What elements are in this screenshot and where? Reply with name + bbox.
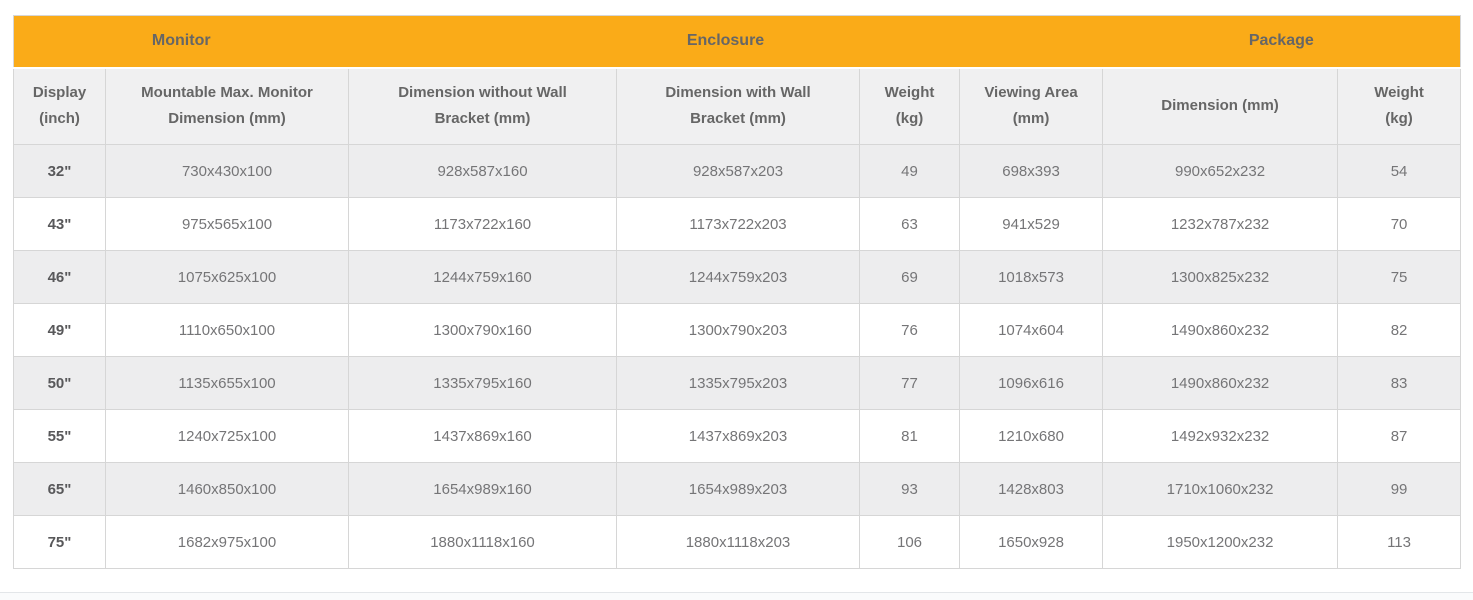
column-header-enclosure-weight: Weight (kg) <box>859 67 960 145</box>
display-size-cell: 75" <box>13 515 106 569</box>
mountable-max-dimension-cell: 1075x625x100 <box>105 250 349 304</box>
table-row-50: 50" 1135x655x100 1335x795x160 1335x795x2… <box>13 356 1462 410</box>
dimension-without-bracket-cell: 1244x759x160 <box>348 250 617 304</box>
dimension-with-bracket-cell: 1244x759x203 <box>616 250 860 304</box>
table-row-65: 65" 1460x850x100 1654x989x160 1654x989x2… <box>13 462 1462 516</box>
dimension-with-bracket-cell: 1880x1118x203 <box>616 515 860 569</box>
package-weight-cell: 75 <box>1337 250 1462 304</box>
package-dimension-cell: 990x652x232 <box>1102 144 1339 198</box>
group-header-enclosure: Enclosure <box>348 15 1103 69</box>
dimension-with-bracket-cell: 928x587x203 <box>616 144 860 198</box>
group-header-monitor: Monitor <box>13 15 349 69</box>
viewing-area-cell: 698x393 <box>958 144 1104 198</box>
package-dimension-cell: 1300x825x232 <box>1102 250 1339 304</box>
enclosure-weight-cell: 76 <box>859 303 960 357</box>
package-weight-cell: 82 <box>1337 303 1462 357</box>
package-weight-cell: 87 <box>1337 409 1462 463</box>
dimension-with-bracket-cell: 1654x989x203 <box>616 462 860 516</box>
display-size-cell: 55" <box>13 409 106 463</box>
column-header-display-inch: Display (inch) <box>13 67 106 145</box>
column-header-dimension-with-bracket: Dimension with Wall Bracket (mm) <box>616 67 860 145</box>
viewing-area-cell: 1210x680 <box>958 409 1104 463</box>
dimension-without-bracket-cell: 1300x790x160 <box>348 303 617 357</box>
table-row-55: 55" 1240x725x100 1437x869x160 1437x869x2… <box>13 409 1462 463</box>
package-weight-cell: 83 <box>1337 356 1462 410</box>
package-weight-cell: 99 <box>1337 462 1462 516</box>
package-dimension-cell: 1232x787x232 <box>1102 197 1339 251</box>
mountable-max-dimension-cell: 1135x655x100 <box>105 356 349 410</box>
package-dimension-cell: 1492x932x232 <box>1102 409 1339 463</box>
mountable-max-dimension-cell: 1240x725x100 <box>105 409 349 463</box>
dimension-without-bracket-cell: 1335x795x160 <box>348 356 617 410</box>
group-header-row: Monitor Enclosure Package <box>13 15 1461 69</box>
package-dimension-cell: 1950x1200x232 <box>1102 515 1339 569</box>
dimension-with-bracket-cell: 1335x795x203 <box>616 356 860 410</box>
column-header-mountable-max-dimension: Mountable Max. Monitor Dimension (mm) <box>105 67 349 145</box>
column-header-viewing-area: Viewing Area (mm) <box>958 67 1104 145</box>
viewing-area-cell: 1018x573 <box>958 250 1104 304</box>
next-section-divider <box>0 592 1473 600</box>
package-dimension-cell: 1710x1060x232 <box>1102 462 1339 516</box>
mountable-max-dimension-cell: 1682x975x100 <box>105 515 349 569</box>
display-size-cell: 49" <box>13 303 106 357</box>
enclosure-weight-cell: 77 <box>859 356 960 410</box>
dimension-without-bracket-cell: 1880x1118x160 <box>348 515 617 569</box>
dimension-without-bracket-cell: 1654x989x160 <box>348 462 617 516</box>
dimension-without-bracket-cell: 928x587x160 <box>348 144 617 198</box>
column-header-package-dimension: Dimension (mm) <box>1102 67 1339 145</box>
package-weight-cell: 113 <box>1337 515 1462 569</box>
mountable-max-dimension-cell: 730x430x100 <box>105 144 349 198</box>
viewing-area-cell: 941x529 <box>958 197 1104 251</box>
spec-table: Monitor Enclosure Package Display (inch)… <box>13 15 1462 569</box>
table-row-46: 46" 1075x625x100 1244x759x160 1244x759x2… <box>13 250 1462 304</box>
display-size-cell: 43" <box>13 197 106 251</box>
column-header-dimension-without-bracket: Dimension without Wall Bracket (mm) <box>348 67 617 145</box>
dimension-without-bracket-cell: 1437x869x160 <box>348 409 617 463</box>
display-size-cell: 50" <box>13 356 106 410</box>
viewing-area-cell: 1650x928 <box>958 515 1104 569</box>
group-header-package: Package <box>1102 15 1461 69</box>
mountable-max-dimension-cell: 1110x650x100 <box>105 303 349 357</box>
dimension-with-bracket-cell: 1300x790x203 <box>616 303 860 357</box>
dimension-without-bracket-cell: 1173x722x160 <box>348 197 617 251</box>
viewing-area-cell: 1074x604 <box>958 303 1104 357</box>
table-row-49: 49" 1110x650x100 1300x790x160 1300x790x2… <box>13 303 1462 357</box>
package-dimension-cell: 1490x860x232 <box>1102 303 1339 357</box>
table-row-32: 32" 730x430x100 928x587x160 928x587x203 … <box>13 144 1462 198</box>
mountable-max-dimension-cell: 1460x850x100 <box>105 462 349 516</box>
mountable-max-dimension-cell: 975x565x100 <box>105 197 349 251</box>
package-dimension-cell: 1490x860x232 <box>1102 356 1339 410</box>
viewing-area-cell: 1096x616 <box>958 356 1104 410</box>
viewing-area-cell: 1428x803 <box>958 462 1104 516</box>
table-row-43: 43" 975x565x100 1173x722x160 1173x722x20… <box>13 197 1462 251</box>
enclosure-weight-cell: 69 <box>859 250 960 304</box>
display-size-cell: 46" <box>13 250 106 304</box>
package-weight-cell: 70 <box>1337 197 1462 251</box>
dimension-with-bracket-cell: 1437x869x203 <box>616 409 860 463</box>
column-header-package-weight: Weight (kg) <box>1337 67 1462 145</box>
enclosure-weight-cell: 81 <box>859 409 960 463</box>
column-header-row: Display (inch) Mountable Max. Monitor Di… <box>13 67 1462 145</box>
package-weight-cell: 54 <box>1337 144 1462 198</box>
enclosure-weight-cell: 63 <box>859 197 960 251</box>
enclosure-weight-cell: 49 <box>859 144 960 198</box>
enclosure-weight-cell: 106 <box>859 515 960 569</box>
display-size-cell: 32" <box>13 144 106 198</box>
enclosure-weight-cell: 93 <box>859 462 960 516</box>
table-row-75: 75" 1682x975x100 1880x1118x160 1880x1118… <box>13 515 1462 569</box>
display-size-cell: 65" <box>13 462 106 516</box>
dimension-with-bracket-cell: 1173x722x203 <box>616 197 860 251</box>
